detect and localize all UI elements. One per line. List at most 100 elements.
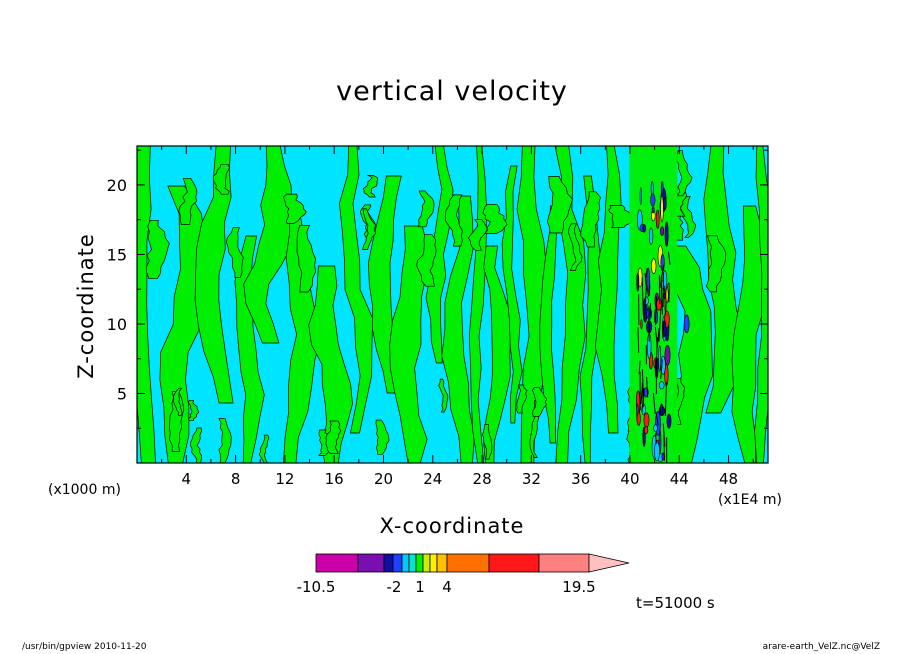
colorbar-segment bbox=[415, 553, 424, 573]
contour-line bbox=[667, 251, 671, 265]
green-contour-region bbox=[178, 177, 198, 225]
updraft-cell bbox=[659, 403, 664, 416]
green-contour-region bbox=[362, 208, 377, 250]
updraft-cell bbox=[646, 267, 650, 292]
green-contour-region bbox=[173, 387, 183, 416]
contour-line bbox=[662, 423, 666, 447]
contour-line bbox=[661, 264, 664, 278]
contour-line bbox=[645, 268, 648, 279]
updraft-cell bbox=[653, 424, 658, 432]
green-contour-region bbox=[308, 265, 353, 463]
colorbar-segment bbox=[383, 553, 394, 573]
updraft-cell bbox=[664, 344, 671, 366]
chart-title: vertical velocity bbox=[336, 76, 568, 107]
contour-line bbox=[637, 327, 640, 353]
updraft-cell bbox=[636, 272, 640, 292]
updraft-cell bbox=[656, 298, 662, 311]
contour-line bbox=[664, 285, 667, 315]
y-tick-label: 20 bbox=[107, 176, 127, 195]
green-contour-region bbox=[145, 219, 170, 280]
green-contour-region bbox=[438, 378, 449, 413]
y-tick-label: 5 bbox=[117, 384, 127, 403]
x-tick-label: 24 bbox=[423, 470, 442, 488]
updraft-cell bbox=[650, 181, 654, 196]
plot-frame bbox=[136, 145, 769, 464]
green-contour-region bbox=[706, 235, 727, 293]
colorbar-label: 1 bbox=[415, 578, 425, 596]
colorbar-segment bbox=[422, 553, 431, 573]
colorbar-extension-arrow bbox=[588, 553, 630, 573]
green-contour-region bbox=[675, 150, 693, 197]
contour-line bbox=[660, 359, 663, 380]
updraft-cell bbox=[654, 441, 660, 462]
updraft-cell bbox=[683, 314, 690, 334]
colorbar-segment bbox=[357, 553, 385, 573]
green-contour-region bbox=[418, 190, 435, 228]
green-contour-region bbox=[283, 193, 307, 224]
colorbar-segment bbox=[488, 553, 540, 573]
green-contour-region bbox=[375, 419, 390, 455]
updraft-cell bbox=[658, 345, 662, 372]
y-tick-label: 15 bbox=[107, 245, 127, 264]
contour-line bbox=[657, 327, 660, 345]
green-contour-region bbox=[190, 427, 203, 463]
updraft-cell bbox=[655, 209, 660, 229]
y-tick-label: 10 bbox=[107, 315, 127, 334]
green-contour-region bbox=[532, 387, 548, 417]
updraft-cell bbox=[666, 413, 672, 429]
colorbar-segment bbox=[538, 553, 590, 573]
colorbar-segment bbox=[392, 553, 403, 573]
updraft-cell bbox=[643, 426, 649, 435]
green-contour-region bbox=[516, 384, 528, 414]
x-tick-label: 4 bbox=[182, 470, 192, 488]
colorbar-segment bbox=[315, 553, 359, 573]
x-tick-label: 48 bbox=[719, 470, 738, 488]
x-tick-label: 12 bbox=[275, 470, 294, 488]
green-contour-region bbox=[226, 227, 244, 278]
x-tick-label: 44 bbox=[670, 470, 689, 488]
green-contour-region bbox=[444, 194, 463, 247]
green-contour-region bbox=[137, 146, 156, 463]
contour-line bbox=[641, 369, 644, 396]
x-tick-label: 36 bbox=[571, 470, 590, 488]
x-unit-right-label: (x1E4 m) bbox=[718, 492, 782, 508]
x-tick-label: 40 bbox=[620, 470, 639, 488]
x-tick-label: 8 bbox=[231, 470, 241, 488]
green-contour-region bbox=[389, 225, 429, 463]
contour-line bbox=[641, 277, 644, 315]
green-contour-region bbox=[608, 205, 634, 228]
updraft-cell bbox=[651, 206, 655, 214]
x-tick-label: 16 bbox=[325, 470, 344, 488]
colorbar-segment bbox=[429, 553, 438, 573]
green-contour-region bbox=[187, 399, 199, 422]
green-contour-region bbox=[754, 146, 768, 463]
contour-line bbox=[652, 393, 656, 415]
footer-right-label: arare-earth_VelZ.nc@VelZ bbox=[762, 642, 880, 652]
colorbar-label: -2 bbox=[387, 578, 402, 596]
updraft-cell bbox=[640, 319, 643, 330]
green-contour-region bbox=[580, 191, 601, 248]
contour-line bbox=[643, 287, 647, 320]
colorbar-segment bbox=[401, 553, 410, 573]
updraft-cell bbox=[651, 258, 657, 275]
contour-line bbox=[638, 360, 641, 375]
contour-line bbox=[658, 275, 661, 305]
green-contour-region bbox=[483, 245, 511, 463]
contour-line bbox=[654, 296, 658, 326]
green-contour-region bbox=[547, 176, 573, 234]
green-contour-region bbox=[482, 203, 508, 234]
updraft-cell bbox=[639, 187, 642, 205]
colorbar-label: 19.5 bbox=[562, 578, 595, 596]
updraft-cell bbox=[660, 181, 664, 195]
updraft-cell bbox=[643, 412, 650, 428]
colorbar-segment bbox=[408, 553, 417, 573]
colorbar: -10.5 -2 1 4 19.5 bbox=[297, 553, 630, 596]
green-contour-region bbox=[194, 146, 234, 404]
updraft-cell bbox=[636, 411, 641, 426]
green-contour-region bbox=[703, 146, 742, 414]
updraft-cell bbox=[660, 195, 664, 223]
updraft-cell bbox=[650, 193, 656, 207]
contour-line bbox=[655, 412, 659, 426]
contour-line bbox=[664, 382, 667, 417]
